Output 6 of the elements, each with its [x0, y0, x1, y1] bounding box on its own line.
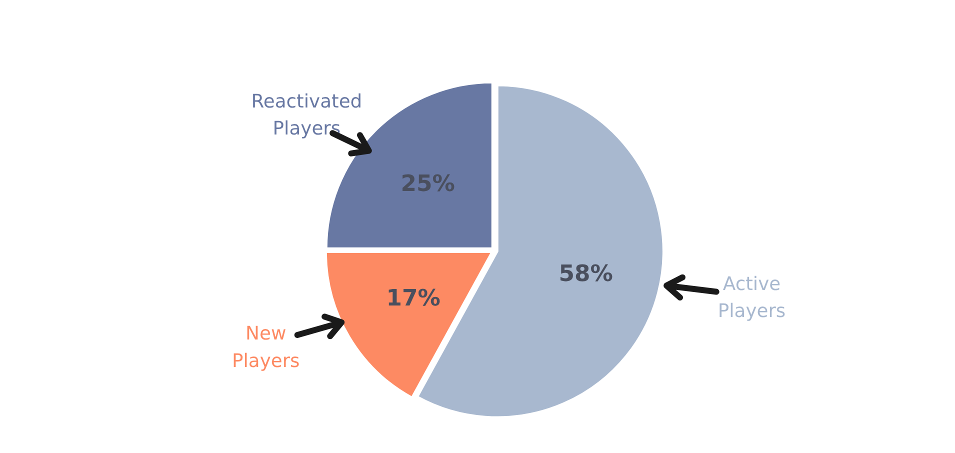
slice-label: Reactivated Players — [251, 91, 362, 140]
data-label: 58% — [558, 260, 613, 287]
slice-label: New Players — [232, 324, 300, 372]
data-label: 25% — [400, 170, 455, 197]
data-label: 17% — [386, 286, 440, 312]
slice-label: Active Players — [718, 274, 786, 322]
